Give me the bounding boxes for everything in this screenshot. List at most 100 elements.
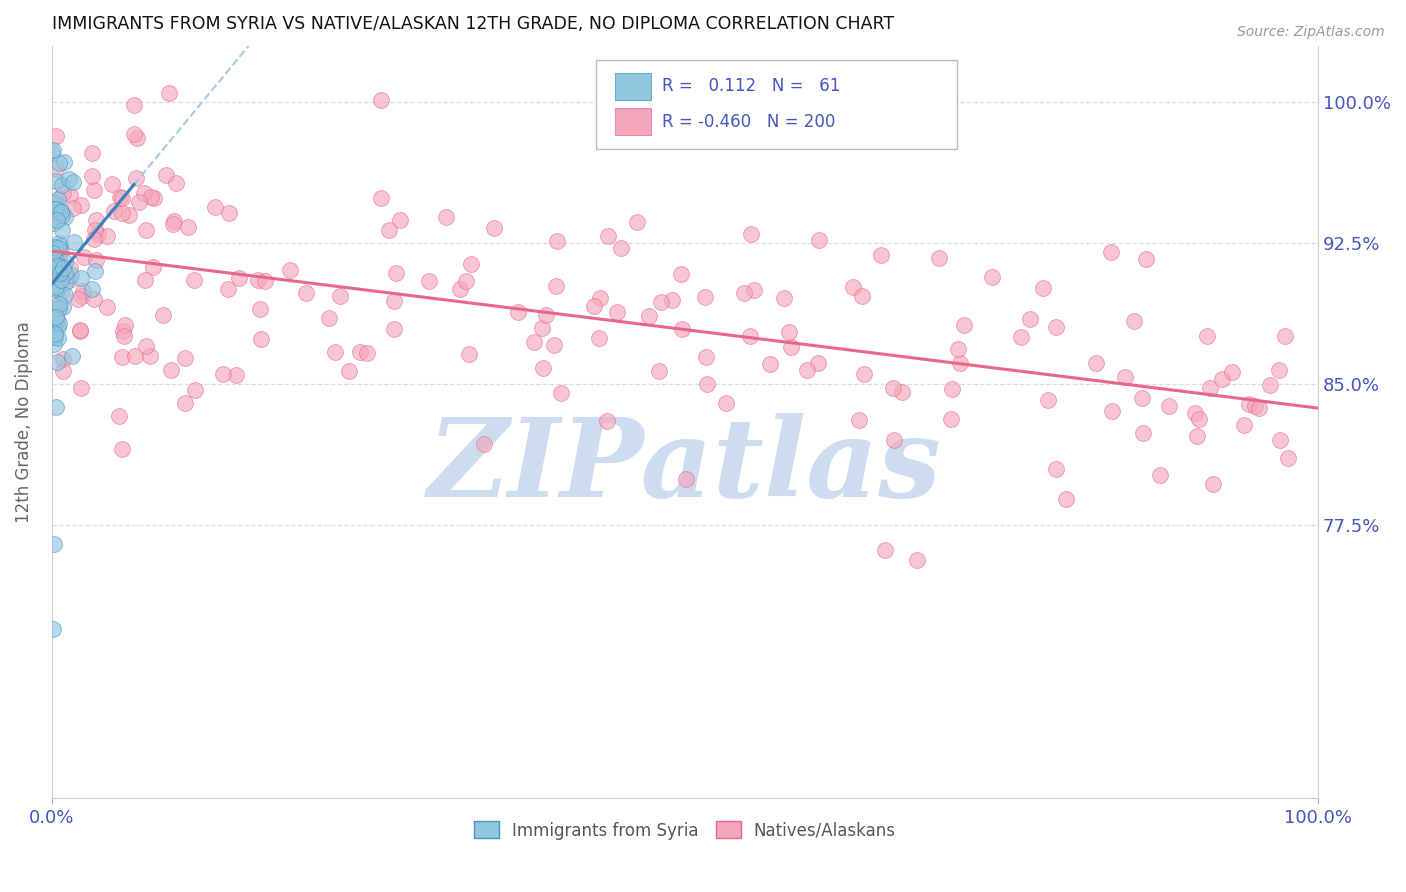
Point <box>48 266 70 280</box>
Point <box>249 301 271 316</box>
Point <box>45 255 67 269</box>
Point <box>53 276 76 290</box>
Point <box>370 93 392 107</box>
Point <box>610 241 633 255</box>
Point <box>49 286 72 301</box>
Text: R =   0.112   N =   61: R = 0.112 N = 61 <box>662 78 841 95</box>
Point <box>183 273 205 287</box>
Point <box>135 223 157 237</box>
Point <box>42 195 65 210</box>
Point <box>152 308 174 322</box>
Point <box>51 223 73 237</box>
Point <box>70 271 93 285</box>
Point <box>550 386 572 401</box>
Point <box>48 316 70 330</box>
Point <box>1101 403 1123 417</box>
FancyBboxPatch shape <box>596 60 957 149</box>
Point <box>46 268 69 283</box>
Point <box>650 294 672 309</box>
Point <box>329 288 352 302</box>
Point <box>45 301 67 315</box>
Point <box>773 292 796 306</box>
Point <box>46 241 69 255</box>
Point <box>51 209 73 223</box>
Point <box>183 384 205 398</box>
Point <box>72 284 94 298</box>
Point <box>714 396 737 410</box>
Point <box>45 400 67 414</box>
Point <box>165 176 187 190</box>
Point <box>482 221 505 235</box>
Point <box>759 357 782 371</box>
Point <box>941 382 963 396</box>
Point <box>84 253 107 268</box>
Point <box>1135 252 1157 267</box>
Point <box>173 351 195 366</box>
Point <box>45 202 67 216</box>
Point <box>45 252 67 267</box>
Point <box>139 190 162 204</box>
Point <box>225 368 247 383</box>
Point <box>806 356 828 370</box>
Point <box>111 350 134 364</box>
Point <box>779 340 801 354</box>
Point <box>675 472 697 486</box>
Point <box>157 86 180 100</box>
Point <box>534 308 557 322</box>
Point <box>740 227 762 241</box>
Point <box>103 204 125 219</box>
Point <box>142 191 165 205</box>
Point <box>53 266 76 280</box>
Point <box>45 310 67 325</box>
Point <box>873 542 896 557</box>
Point <box>742 283 765 297</box>
Point <box>62 175 84 189</box>
Point <box>52 260 75 275</box>
Point <box>44 318 66 333</box>
Point <box>46 258 69 272</box>
Point <box>112 328 135 343</box>
Point <box>83 292 105 306</box>
Point <box>418 274 440 288</box>
Point <box>695 350 717 364</box>
Point <box>891 384 914 399</box>
Point <box>83 183 105 197</box>
Point <box>48 235 70 250</box>
Point <box>1197 329 1219 343</box>
Point <box>42 622 65 636</box>
Text: ZIPatlas: ZIPatlas <box>427 413 942 521</box>
Point <box>44 196 66 211</box>
Point <box>382 322 405 336</box>
Point <box>543 338 565 352</box>
Point <box>48 210 70 224</box>
Point <box>110 191 132 205</box>
Point <box>356 345 378 359</box>
Point <box>693 290 716 304</box>
Point <box>217 282 239 296</box>
Point <box>1130 392 1153 406</box>
Point <box>48 301 70 315</box>
Point <box>671 267 693 281</box>
Point <box>449 282 471 296</box>
Point <box>1258 378 1281 392</box>
Point <box>70 289 93 303</box>
Point <box>953 318 976 332</box>
Point <box>378 223 401 237</box>
Point <box>62 202 84 216</box>
Point <box>1132 425 1154 440</box>
Point <box>155 168 177 182</box>
Point <box>46 192 69 206</box>
Point <box>134 186 156 201</box>
Point <box>1149 468 1171 483</box>
Point <box>125 171 148 186</box>
Point <box>1185 429 1208 443</box>
Point <box>87 227 110 241</box>
Point <box>63 235 86 249</box>
Point <box>1274 329 1296 343</box>
Point <box>80 146 103 161</box>
Point <box>48 251 70 265</box>
Point <box>51 204 73 219</box>
Point <box>981 269 1004 284</box>
Text: IMMIGRANTS FROM SYRIA VS NATIVE/ALASKAN 12TH GRADE, NO DIPLOMA CORRELATION CHART: IMMIGRANTS FROM SYRIA VS NATIVE/ALASKAN … <box>52 15 894 33</box>
Point <box>52 154 75 169</box>
